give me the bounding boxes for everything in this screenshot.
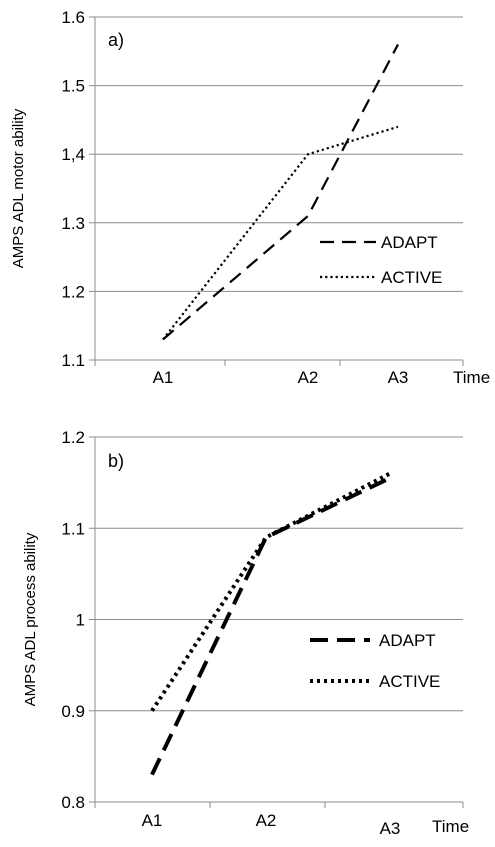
- x-tick-label: A3: [388, 368, 409, 387]
- y-tick-label: 1.2: [61, 428, 85, 447]
- panel-label: a): [108, 30, 124, 50]
- x-tick-label: A2: [256, 811, 277, 830]
- y-tick-label: 1.1: [61, 351, 85, 370]
- y-axis-label: AMPS ADL motor ability: [10, 108, 27, 268]
- y-tick-label: 1.1: [61, 519, 85, 538]
- series-line-active: [162, 125, 399, 341]
- y-tick-label: 1.3: [61, 214, 85, 233]
- y-tick-label: 1: [76, 611, 85, 630]
- y-tick-label: 1.5: [61, 77, 85, 96]
- y-axis-label: AMPS ADL process ability: [22, 532, 39, 706]
- y-tick-label: 1.6: [61, 8, 85, 27]
- y-tick-label: 0.8: [61, 793, 85, 812]
- x-axis-label: Time: [432, 817, 469, 836]
- x-tick-label: A1: [153, 368, 174, 387]
- panel-label: b): [108, 451, 124, 471]
- legend-label-adapt: ADAPT: [381, 233, 438, 252]
- series-line-adapt: [162, 43, 399, 341]
- legend-label-active: ACTIVE: [381, 268, 442, 287]
- x-tick-label: A2: [298, 368, 319, 387]
- y-tick-label: 0.9: [61, 702, 85, 721]
- legend-label-adapt: ADAPT: [379, 631, 436, 650]
- chart-panel-a: 1.1 1.2 1.3 1,4 1.5 1.6 A1 A2 A3 Time AMPS ADL mot…: [10, 8, 490, 387]
- series-line-active: [150, 471, 391, 712]
- y-tick-label: 1,4: [61, 145, 85, 164]
- x-axis-label: Time: [453, 368, 490, 387]
- x-tick-label: A3: [380, 819, 401, 838]
- legend-label-active: ACTIVE: [379, 672, 440, 691]
- chart-panel-b: 0.8 0.9 1 1.1 1.2 A1 A2 A3 Time AMPS ADL process …: [22, 428, 469, 838]
- series-line-adapt: [150, 476, 391, 776]
- x-tick-label: A1: [142, 811, 163, 830]
- y-tick-label: 1.2: [61, 282, 85, 301]
